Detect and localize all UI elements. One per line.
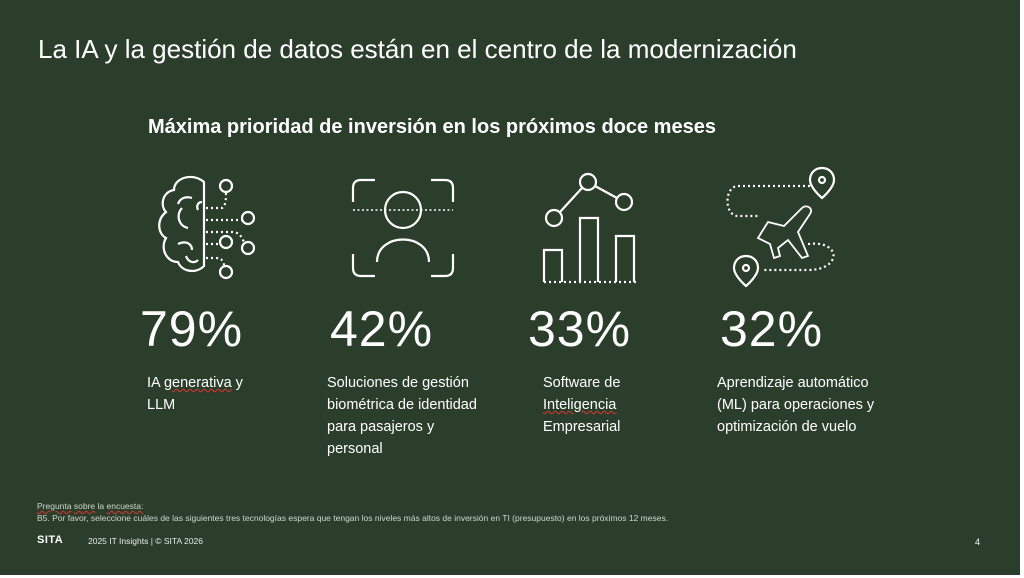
sita-logo: SITA [37, 534, 64, 546]
survey-question: B5. Por favor, seleccione cuáles de las … [37, 513, 669, 523]
t: Pregunta [37, 501, 72, 511]
page-number: 4 [975, 537, 981, 547]
label-text: y LLM [147, 375, 243, 413]
face-scan-icon [349, 176, 457, 285]
survey-heading: Pregunta sobre la encuesta: [37, 500, 668, 512]
stat-label-genai: IA generativa y LLM [147, 372, 267, 416]
stat-label-bi: Software de Inteligencia Empresarial [543, 372, 643, 438]
slide-title: La IA y la gestión de datos están en el … [38, 34, 797, 64]
stat-value-biometric: 42% [330, 301, 434, 357]
slide-subtitle: Máxima prioridad de inversión en los pró… [148, 116, 716, 138]
t: sobre [73, 501, 96, 511]
brain-network-icon [152, 168, 262, 285]
stat-value-bi: 33% [528, 301, 632, 357]
footer-text: 2025 IT Insights | © SITA 2026 [88, 536, 203, 546]
stat-value-ml: 32% [720, 301, 824, 357]
stat-label-biometric: Soluciones de gestión biométrica de iden… [327, 375, 477, 457]
label-text: generativa [163, 375, 232, 391]
flight-route-icon [718, 164, 848, 299]
label-text: Empresarial [543, 419, 621, 435]
t: la [95, 501, 107, 511]
label-text: Software de [543, 375, 621, 391]
bar-chart-icon [540, 170, 640, 291]
label-text: IA [147, 375, 164, 391]
stat-value-genai: 79% [140, 301, 244, 357]
stat-label-ml: Aprendizaje automático (ML) para operaci… [717, 375, 875, 435]
t: encuesta: [106, 501, 144, 511]
label-text: Inteligencia [543, 397, 617, 413]
survey-note: Pregunta sobre la encuesta: B5. Por favo… [37, 500, 668, 524]
